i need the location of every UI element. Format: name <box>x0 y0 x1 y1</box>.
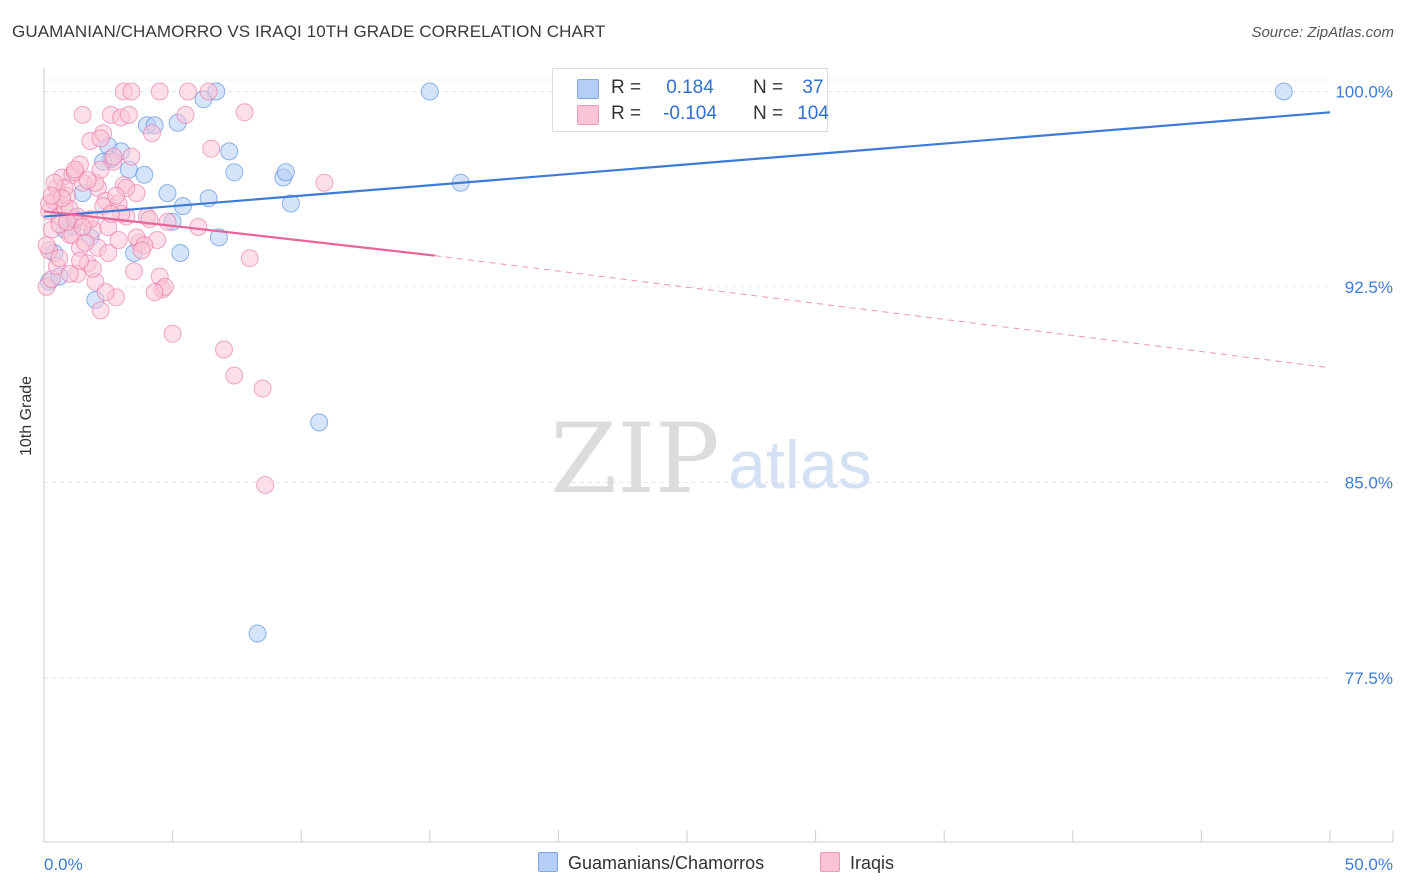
iraqi-point <box>199 82 218 101</box>
n-value: 104 <box>797 103 829 124</box>
iraqi-point <box>65 160 84 179</box>
iraqi-point <box>150 82 169 101</box>
iraqi-point <box>122 82 141 101</box>
guamanian-point <box>209 228 228 247</box>
y-tick-label: 77.5% <box>1345 669 1393 688</box>
iraqi-point <box>202 139 221 158</box>
guamanian-point <box>1274 82 1293 101</box>
legend-swatch-blue <box>577 79 599 99</box>
guamanian-point <box>310 413 329 432</box>
iraqi-point <box>107 186 125 205</box>
bottom-legend-iraqis: Iraqis <box>820 852 894 874</box>
iraqi-point <box>225 366 244 385</box>
n-label: N = <box>753 103 784 124</box>
n-value: 37 <box>802 77 824 98</box>
guamanian-point <box>220 142 239 161</box>
iraqi-point <box>78 171 97 190</box>
iraqi-point <box>91 160 110 179</box>
watermark-atlas: atlas <box>728 427 872 503</box>
iraqi-point <box>73 105 92 124</box>
iraqi-trend-line <box>43 210 436 257</box>
iraqi-point <box>91 129 110 148</box>
guamanian-point <box>171 244 190 262</box>
source-label: Source: ZipAtlas.com <box>1251 24 1394 41</box>
r-value: 0.184 <box>666 77 714 98</box>
r-label: R = <box>611 77 642 98</box>
guamanian-point <box>281 194 300 213</box>
x-tick-label: 50.0% <box>1345 855 1393 874</box>
iraqi-point <box>179 82 197 101</box>
guamanian-point <box>158 184 177 203</box>
iraqi-point <box>253 379 272 398</box>
guamanian-point <box>135 165 154 184</box>
iraqi-point <box>71 251 89 270</box>
iraqi-point <box>215 340 233 359</box>
bottom-legend-swatch-blue <box>538 852 558 872</box>
y-tick-label: 92.5% <box>1345 278 1393 297</box>
iraqi-point <box>42 186 61 205</box>
series-iraqis-points <box>37 82 334 494</box>
chart-title: GUAMANIAN/CHAMORRO VS IRAQI 10TH GRADE C… <box>12 22 606 41</box>
x-tick-label: 0.0% <box>44 855 83 874</box>
tick-labels: 100.0% 92.5% 85.0% 77.5% 0.0% 50.0% <box>44 82 1393 874</box>
watermark: ZIP atlas <box>550 403 871 515</box>
iraqi-point <box>256 476 275 494</box>
n-label: N = <box>753 77 784 98</box>
stats-legend: R = 0.184 N = 37 R = -0.104 N = 104 <box>552 68 829 132</box>
iraqi-point <box>119 105 138 124</box>
y-axis-label: 10th Grade <box>18 375 35 456</box>
iraqi-point <box>60 264 79 283</box>
iraqi-point <box>158 212 177 231</box>
guamanian-point <box>276 163 295 182</box>
iraqi-point <box>140 210 159 229</box>
watermark-zip: ZIP <box>550 403 719 515</box>
iraqi-point <box>235 103 254 122</box>
r-label: R = <box>611 103 642 124</box>
iraqi-point <box>109 231 128 249</box>
iraqi-point <box>240 249 259 268</box>
iraqi-point <box>76 233 95 252</box>
iraqi-point <box>73 218 92 236</box>
iraqi-point <box>104 147 123 166</box>
iraqi-trend-line-extension <box>434 255 1331 369</box>
r-value: -0.104 <box>663 103 717 124</box>
bottom-legend-label: Iraqis <box>850 853 895 873</box>
iraqi-point <box>163 324 182 343</box>
guamanian-point <box>225 163 244 182</box>
guamanian-trend-line <box>43 111 1331 218</box>
bottom-legend-guamanians: Guamanians/Chamorros <box>538 852 764 874</box>
iraqi-point <box>37 236 56 255</box>
iraqi-point <box>176 105 195 124</box>
iraqi-point <box>91 301 110 320</box>
iraqi-point <box>83 259 102 278</box>
bottom-legend-label: Guamanians/Chamorros <box>568 853 765 873</box>
iraqi-point <box>99 244 118 262</box>
iraqi-point <box>50 249 69 268</box>
guamanian-point <box>420 82 439 101</box>
iraqi-point <box>189 218 208 236</box>
iraqi-point <box>125 262 143 281</box>
iraqi-point <box>132 241 151 260</box>
y-tick-label: 100.0% <box>1335 82 1393 101</box>
iraqi-point <box>122 147 141 166</box>
bottom-legend-swatch-pink <box>820 852 840 872</box>
guamanian-point <box>248 624 267 643</box>
iraqi-point <box>315 173 334 192</box>
iraqi-point <box>143 124 161 143</box>
trend-lines <box>43 111 1331 369</box>
iraqi-point <box>96 283 115 302</box>
iraqi-point <box>145 283 164 302</box>
legend-swatch-pink <box>577 105 599 125</box>
y-tick-label: 85.0% <box>1345 473 1393 492</box>
